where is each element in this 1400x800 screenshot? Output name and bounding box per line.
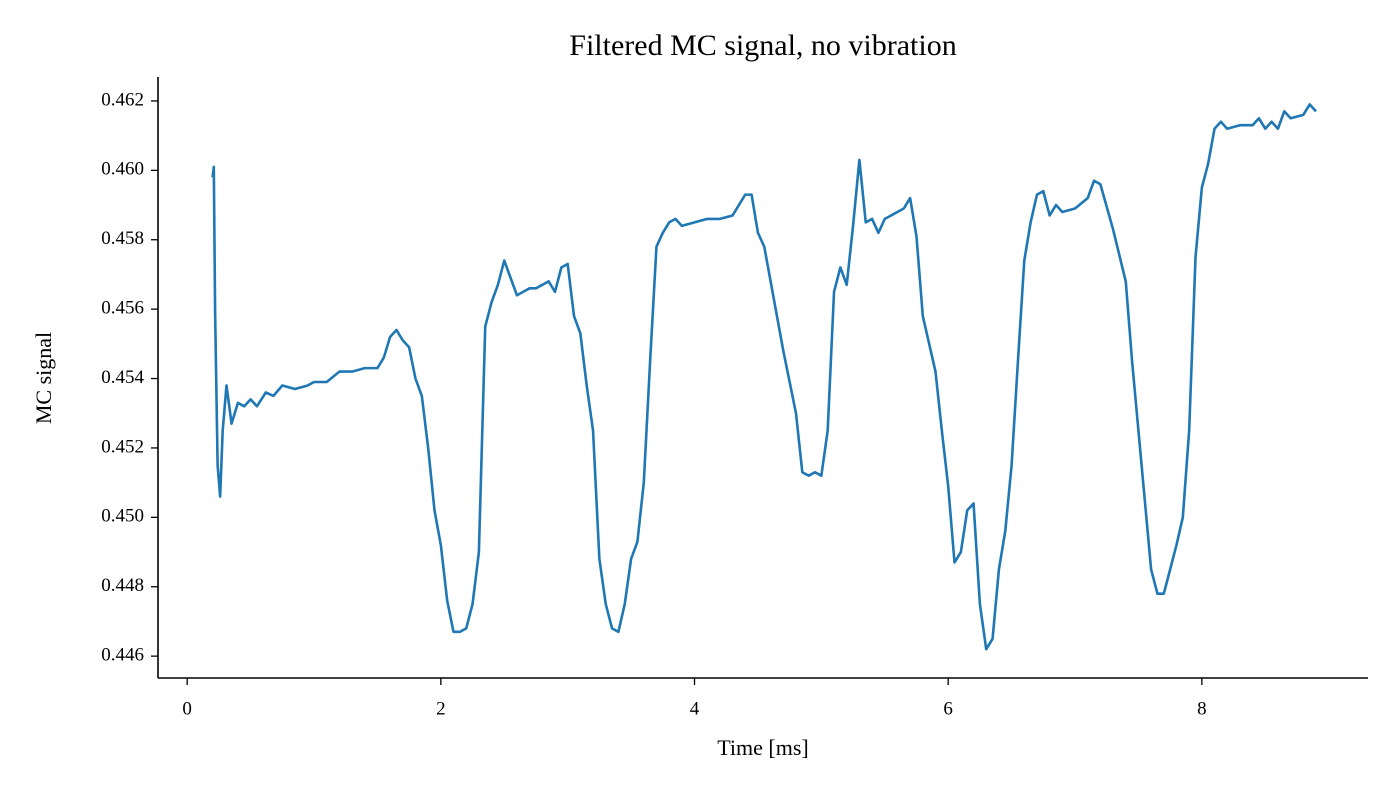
x-tick-label: 6 <box>943 698 953 719</box>
chart-title: Filtered MC signal, no vibration <box>569 29 956 62</box>
y-tick-label: 0.460 <box>101 159 144 180</box>
y-tick-label: 0.446 <box>101 644 144 665</box>
y-tick-label: 0.458 <box>101 228 144 249</box>
y-tick-label: 0.454 <box>101 367 144 388</box>
y-axis-label: MC signal <box>31 332 56 424</box>
y-tick-label: 0.462 <box>101 89 144 110</box>
y-tick-label: 0.452 <box>101 436 144 457</box>
y-tick-label: 0.448 <box>101 575 144 596</box>
y-tick-label: 0.450 <box>101 506 144 527</box>
y-tick-label: 0.456 <box>101 298 144 319</box>
x-tick-label: 2 <box>436 698 446 719</box>
data-line <box>211 103 1317 651</box>
x-tick-label: 0 <box>182 698 192 719</box>
x-axis-label: Time [ms] <box>717 735 808 760</box>
x-tick-label: 4 <box>690 698 700 719</box>
x-tick-label: 8 <box>1197 698 1207 719</box>
